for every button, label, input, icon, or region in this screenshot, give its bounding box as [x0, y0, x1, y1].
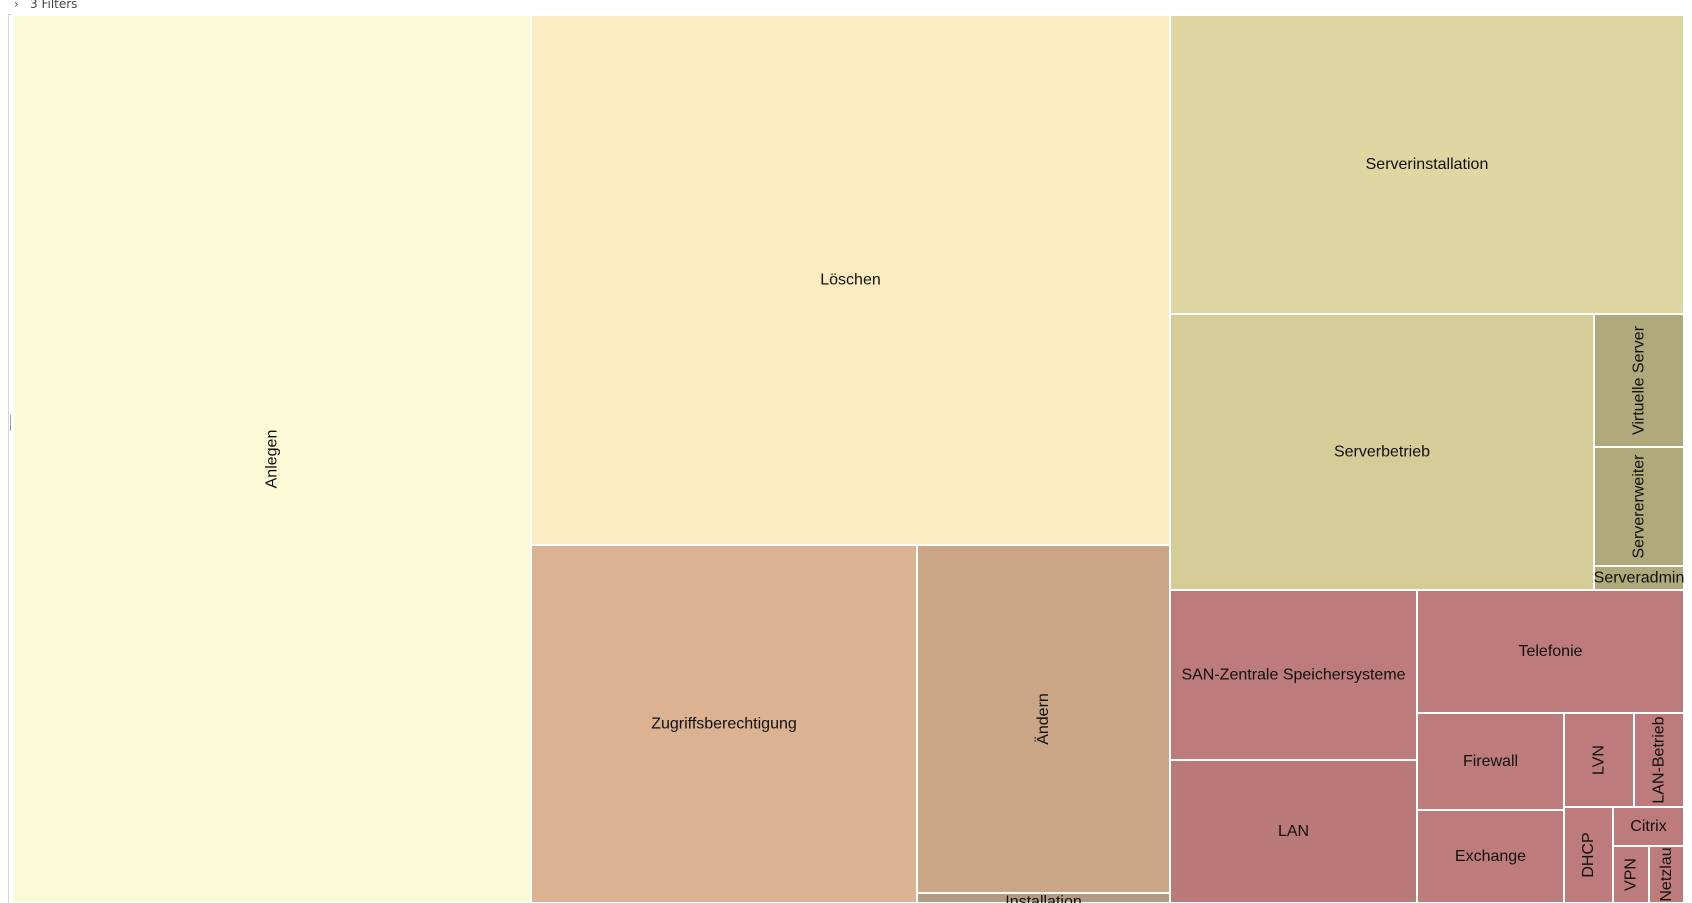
resize-handle[interactable]	[10, 415, 11, 431]
chevron-right-icon[interactable]: ›	[14, 0, 19, 11]
tile-serveradmin[interactable]	[1593, 565, 1685, 591]
tile-zugriffsberechtigung[interactable]	[530, 544, 918, 903]
tile-serverbetrieb[interactable]	[1169, 313, 1595, 591]
tile-telefonie[interactable]	[1416, 589, 1685, 714]
tile-anlegen[interactable]	[12, 14, 532, 903]
tile-loeschen[interactable]	[530, 14, 1171, 546]
tile-citrix[interactable]	[1612, 806, 1685, 847]
tile-dhcp[interactable]	[1563, 806, 1614, 903]
tile-servererweiter[interactable]	[1593, 446, 1685, 567]
tile-installation[interactable]	[916, 892, 1171, 903]
tile-netzlau[interactable]	[1648, 845, 1685, 903]
tile-lvn[interactable]	[1563, 712, 1635, 808]
tile-lan[interactable]	[1169, 759, 1418, 903]
tile-vpn[interactable]	[1612, 845, 1650, 903]
tile-san-zentrale-speichersysteme[interactable]	[1169, 589, 1418, 761]
tile-serverinstallation[interactable]	[1169, 14, 1685, 315]
panel-left-border	[8, 15, 9, 903]
tile-lan-betrieb[interactable]	[1633, 712, 1685, 808]
tile-exchange[interactable]	[1416, 809, 1565, 903]
tile-virtuelle-server[interactable]	[1593, 313, 1685, 448]
filters-label[interactable]: 3 Filters	[30, 0, 78, 11]
tile-aendern[interactable]	[916, 544, 1171, 894]
tile-firewall[interactable]	[1416, 712, 1565, 811]
